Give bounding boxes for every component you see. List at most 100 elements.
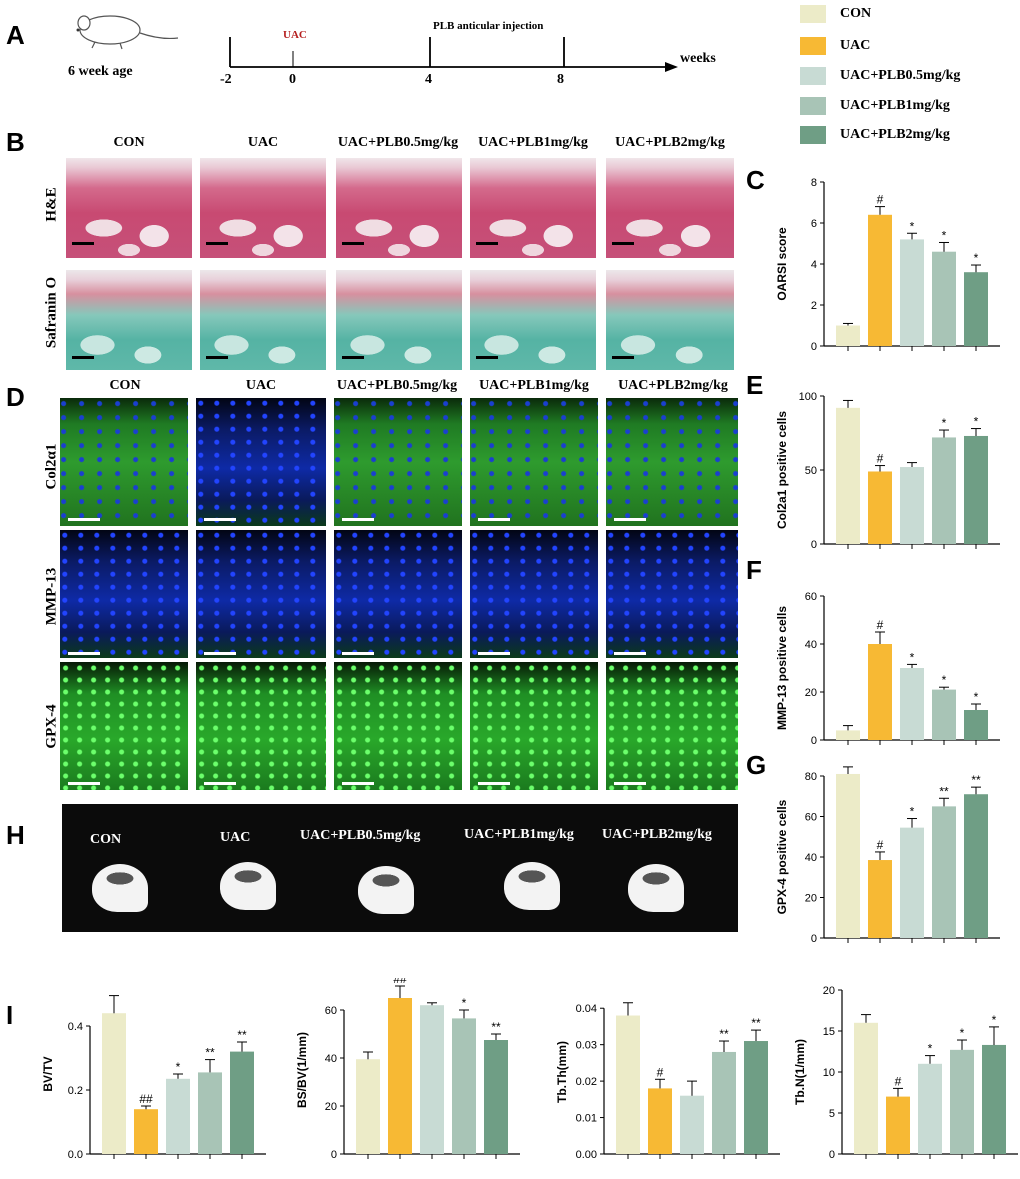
y-tick-label: 0.2 — [68, 1085, 83, 1097]
gpx4-image-plb05 — [334, 662, 462, 790]
chart-bvtv: 0.00.20.4BV/TV##***** — [41, 995, 266, 1161]
legend-label: UAC — [840, 38, 871, 53]
panel-letter-f: F — [746, 555, 762, 585]
bar — [616, 1015, 640, 1154]
y-tick-label: 20 — [325, 1101, 337, 1113]
significance-marker: * — [974, 415, 979, 429]
y-tick-label: 20 — [805, 687, 817, 699]
tick-label: 8 — [557, 72, 564, 87]
significance-marker: ** — [751, 1016, 761, 1030]
col2a1-image-con — [60, 398, 188, 526]
significance-marker: * — [942, 228, 947, 242]
bar — [886, 1096, 910, 1154]
tick-label: -2 — [220, 72, 232, 87]
col2a1-image-plb1 — [470, 398, 598, 526]
bar — [836, 773, 860, 938]
safranin-image-plb1 — [470, 270, 596, 370]
scale-bar — [478, 782, 510, 785]
y-tick-label: 40 — [805, 639, 817, 651]
bar — [484, 1040, 508, 1154]
significance-marker: * — [942, 416, 947, 430]
group-label-plb2: UAC+PLB2mg/kg — [618, 378, 728, 393]
y-tick-label: 0.01 — [576, 1113, 597, 1125]
scale-bar — [204, 652, 236, 655]
bar — [900, 668, 924, 740]
significance-marker: ## — [139, 1092, 153, 1106]
y-axis-title: BV/TV — [41, 1056, 55, 1091]
significance-marker: # — [657, 1065, 664, 1079]
scale-bar — [342, 518, 374, 521]
col2a1-image-uac — [196, 398, 326, 526]
bar — [964, 710, 988, 740]
y-tick-label: 0.00 — [576, 1149, 597, 1161]
col2a1-image-plb05 — [334, 398, 462, 526]
bar — [868, 644, 892, 740]
y-tick-label: 5 — [829, 1108, 835, 1120]
scale-bar — [478, 518, 510, 521]
panel-letter-h: H — [6, 820, 25, 850]
panel-letter-b: B — [6, 127, 25, 157]
significance-marker: # — [877, 452, 884, 466]
row-label-col2a1: Col2α1 — [43, 443, 60, 490]
group-label-plb1: UAC+PLB1mg/kg — [479, 378, 589, 393]
scale-bar — [342, 242, 364, 245]
gpx4-image-uac — [196, 662, 326, 790]
bar — [932, 437, 956, 544]
y-tick-label: 0 — [811, 341, 817, 353]
legend-label: CON — [840, 6, 872, 21]
legend-swatch — [800, 97, 826, 115]
y-tick-label: 6 — [811, 218, 817, 230]
bar — [648, 1088, 672, 1154]
bar — [854, 1022, 878, 1154]
bar — [932, 689, 956, 740]
scale-bar — [72, 242, 94, 245]
scale-bar — [476, 356, 498, 359]
chart-tbn: 0 5 10 15 20 Tb.N(1/mm) # * * * — [793, 985, 1018, 1161]
col2a1-image-plb2 — [606, 398, 738, 526]
scale-bar — [342, 356, 364, 359]
row-label-mmp13: MMP-13 — [43, 567, 60, 626]
bone-image-con — [92, 864, 148, 912]
significance-marker: * — [974, 690, 979, 704]
scale-bar — [204, 518, 236, 521]
y-tick-label: 40 — [805, 852, 817, 864]
he-image-plb2 — [606, 158, 734, 258]
significance-marker: * — [928, 1042, 933, 1056]
bar — [982, 1044, 1006, 1154]
bar — [356, 1059, 380, 1154]
significance-marker: * — [910, 219, 915, 233]
bar — [230, 1051, 254, 1154]
he-image-con — [66, 158, 192, 258]
chart-tbth: 0.00 0.01 0.02 0.03 0.04 Tb.Th(mm) # ** ** — [555, 1002, 780, 1161]
bar — [744, 1041, 768, 1154]
injection-label: PLB anticular injection — [433, 20, 544, 32]
ct-label-uac: UAC — [220, 830, 251, 845]
group-label-plb05: UAC+PLB0.5mg/kg — [336, 378, 458, 393]
row-label-gpx4: GPX-4 — [43, 704, 60, 749]
scale-bar — [614, 782, 646, 785]
y-tick-label: 8 — [811, 177, 817, 189]
y-tick-label: 0 — [829, 1149, 835, 1161]
scale-bar — [476, 242, 498, 245]
y-tick-label: 60 — [325, 1005, 337, 1017]
bar — [950, 1049, 974, 1154]
legend-swatch — [800, 37, 826, 55]
scale-bar — [612, 356, 634, 359]
y-axis-title: Tb.Th(mm) — [555, 1041, 569, 1103]
scale-bar — [206, 242, 228, 245]
significance-marker: # — [877, 618, 884, 632]
y-tick-label: 40 — [325, 1053, 337, 1065]
significance-marker: ** — [205, 1046, 215, 1060]
bone-image-uac — [220, 862, 276, 910]
group-label-con: CON — [109, 378, 141, 393]
group-label-plb2: UAC+PLB2mg/kg — [615, 135, 725, 150]
he-image-uac — [200, 158, 326, 258]
safranin-image-uac — [200, 270, 326, 370]
timeline — [76, 15, 678, 72]
y-tick-label: 80 — [805, 771, 817, 783]
legend-swatch — [800, 67, 826, 85]
y-tick-label: 0 — [811, 735, 817, 747]
bar — [836, 325, 860, 346]
significance-marker: ## — [393, 978, 407, 986]
